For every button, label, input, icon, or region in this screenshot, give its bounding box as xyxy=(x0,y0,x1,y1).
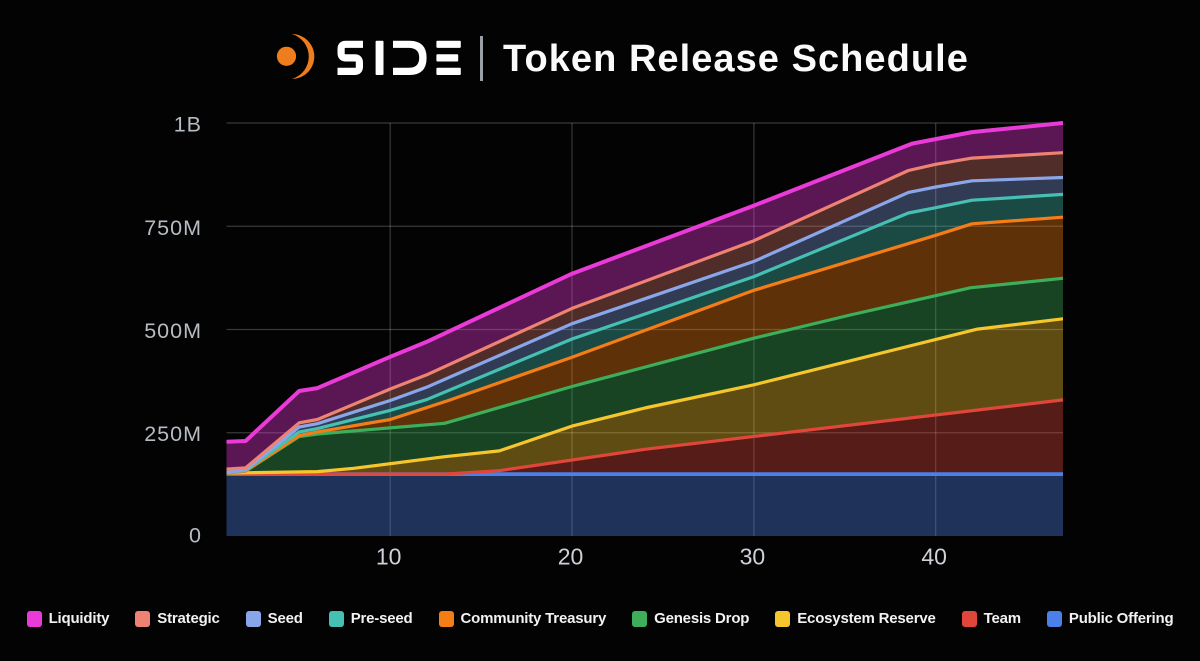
svg-text:500M: 500M xyxy=(144,319,202,343)
svg-text:1B: 1B xyxy=(174,113,202,137)
svg-text:0: 0 xyxy=(189,524,202,548)
svg-text:30: 30 xyxy=(740,544,766,570)
svg-text:40: 40 xyxy=(921,544,947,570)
svg-text:20: 20 xyxy=(558,544,584,570)
svg-text:750M: 750M xyxy=(144,216,202,240)
svg-text:10: 10 xyxy=(376,544,402,570)
svg-text:250M: 250M xyxy=(144,422,202,446)
